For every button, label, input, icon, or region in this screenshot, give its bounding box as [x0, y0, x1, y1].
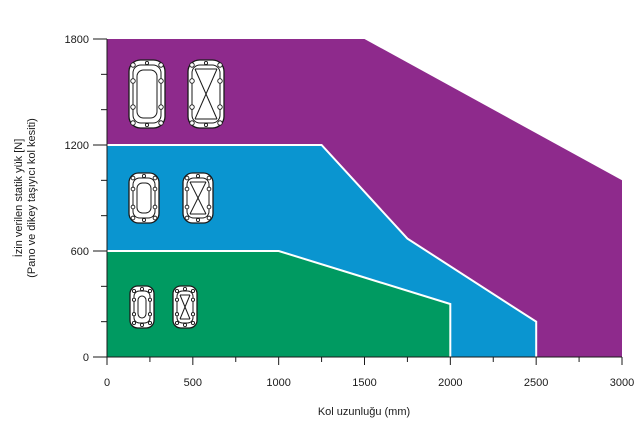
profile-hole	[206, 204, 212, 210]
profile-hole	[174, 320, 180, 326]
profile-hole	[152, 215, 158, 221]
profile-hole	[141, 217, 147, 223]
profile-hole	[144, 60, 150, 66]
profile-hole	[147, 320, 153, 326]
profile-hole	[174, 288, 180, 294]
y-tick-label: 1200	[65, 140, 89, 152]
profile-hole	[130, 186, 136, 192]
profile-hole	[190, 312, 196, 317]
profile-hole	[195, 173, 201, 179]
profile-icon-group	[128, 59, 225, 329]
x-tick-label: 500	[184, 377, 202, 389]
profile-hole	[217, 62, 223, 68]
profile-hole	[131, 297, 137, 302]
series-boundary-2	[107, 144, 538, 357]
profile-hollow-icon	[128, 172, 160, 224]
profile-hole	[217, 78, 223, 84]
profile-rib	[179, 294, 191, 320]
profile-core-outline	[137, 295, 147, 319]
profile-hole	[158, 62, 164, 68]
profile-hole	[190, 320, 196, 326]
x-tick-label: 3000	[610, 377, 634, 389]
profile-hole	[158, 120, 164, 126]
profile-hole	[144, 122, 150, 128]
profile-hole	[152, 204, 158, 210]
profile-hollow-icon	[128, 59, 166, 129]
area-series-group	[107, 39, 622, 357]
profile-hole	[131, 320, 137, 326]
x-axis-title: Kol uzunluğu (mm)	[318, 406, 410, 418]
y-axis-title-line-2: (Pano ve dikey taşıyıcı kol kesiti)	[26, 118, 38, 278]
profile-rib	[194, 68, 218, 120]
profile-hole	[184, 175, 190, 181]
profile-hole	[189, 62, 195, 68]
x-tick-label: 1500	[352, 377, 376, 389]
x-tick-label: 0	[104, 377, 110, 389]
profile-outline	[128, 59, 166, 129]
profile-hole	[139, 286, 145, 292]
profile-hole	[147, 288, 153, 294]
profile-hole	[131, 288, 137, 294]
profile-hollow-icon	[129, 285, 155, 329]
profile-hole	[217, 104, 223, 110]
profile-ribbed-icon	[182, 172, 214, 224]
profile-hole	[189, 104, 195, 110]
profile-hole	[184, 215, 190, 221]
profile-hole	[130, 62, 136, 68]
profile-outline	[129, 285, 155, 329]
profile-hole	[206, 175, 212, 181]
profile-hole	[130, 104, 136, 110]
y-axis-title-group: İzin verilen statik yük [N] (Pano ve dik…	[12, 118, 38, 278]
profile-hole	[217, 120, 223, 126]
y-axis-title-line-1: İzin verilen statik yük [N]	[12, 139, 25, 258]
y-tick-label: 600	[71, 246, 89, 258]
profile-hole	[131, 312, 137, 317]
profile-hole	[189, 120, 195, 126]
profile-hole	[182, 322, 188, 328]
profile-hole	[184, 186, 190, 192]
profile-core-outline	[136, 69, 158, 119]
profile-hole	[139, 322, 145, 328]
profile-core-outline	[136, 182, 152, 214]
profile-ribbed-icon	[187, 59, 225, 129]
x-tick-label: 1000	[266, 377, 290, 389]
profile-hole	[190, 288, 196, 294]
profile-hole	[141, 173, 147, 179]
y-tick-label: 0	[83, 352, 89, 364]
x-tick-label: 2500	[524, 377, 548, 389]
profile-hole	[174, 297, 180, 302]
profile-hole	[152, 186, 158, 192]
profile-hole	[130, 215, 136, 221]
profile-hole	[152, 175, 158, 181]
profile-hole	[130, 120, 136, 126]
profile-hole	[206, 186, 212, 192]
tick-label-group: 0 500 1000 1500 2000 2500 3000 0 600 1200 1800	[65, 34, 635, 389]
profile-hole	[189, 78, 195, 84]
profile-hole	[147, 312, 153, 317]
profile-ribbed-icon	[172, 285, 198, 329]
profile-hole	[147, 297, 153, 302]
profile-hole	[130, 204, 136, 210]
series-boundary-group	[107, 144, 538, 357]
profile-rib	[189, 181, 207, 215]
profile-hole	[184, 204, 190, 210]
profile-hole	[206, 215, 212, 221]
profile-hole	[190, 297, 196, 302]
profile-hole	[203, 60, 209, 66]
profile-hole	[130, 78, 136, 84]
tick-group	[93, 38, 623, 365]
profile-hole	[158, 78, 164, 84]
profile-hole	[203, 122, 209, 128]
profile-hole	[158, 104, 164, 110]
x-tick-label: 2000	[438, 377, 462, 389]
profile-hole	[182, 286, 188, 292]
profile-hole	[130, 175, 136, 181]
y-tick-label: 1800	[65, 34, 89, 46]
profile-hole	[174, 312, 180, 317]
profile-hole	[195, 217, 201, 223]
profile-outline	[128, 172, 160, 224]
series-boundary-3	[107, 250, 452, 357]
